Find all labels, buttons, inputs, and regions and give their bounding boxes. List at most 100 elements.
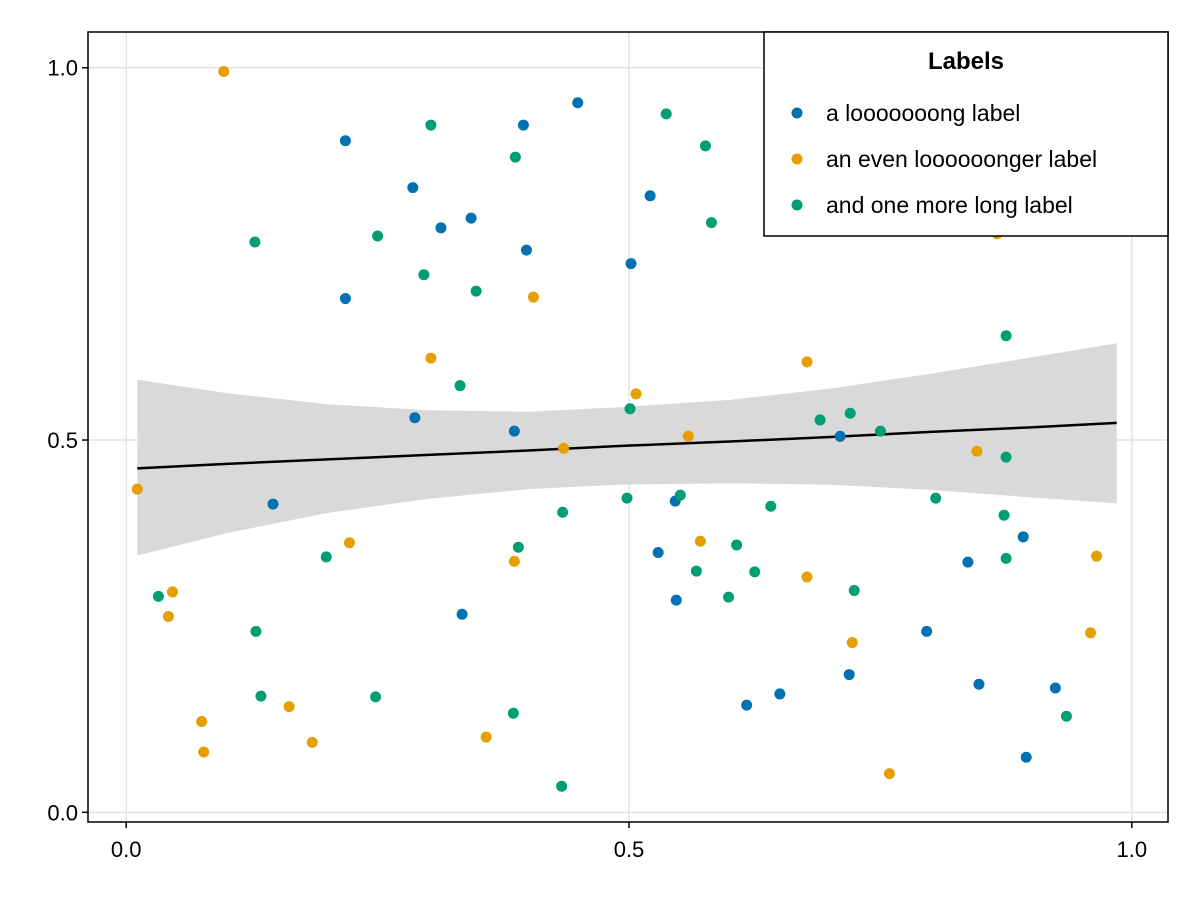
data-point: [694, 535, 706, 547]
regression-line: [137, 421, 1117, 470]
data-point: [372, 230, 384, 242]
data-point: [971, 445, 983, 457]
data-point: [152, 590, 164, 602]
data-point: [507, 707, 519, 719]
plot-frame: [87, 31, 1169, 823]
data-point: [723, 591, 735, 603]
legend-label: a looooooong label: [826, 100, 1020, 126]
data-point: [218, 65, 230, 77]
data-point: [572, 97, 584, 109]
confidence-band-area: [137, 343, 1117, 556]
data-point: [674, 489, 686, 501]
data-point: [1091, 550, 1103, 562]
x-tick-label: 0.0: [111, 837, 142, 862]
series-1: [131, 65, 1103, 780]
data-point: [731, 539, 743, 551]
y-tick-label: 0.0: [47, 800, 78, 825]
data-point: [339, 293, 351, 305]
data-point: [520, 244, 532, 256]
data-point: [456, 608, 468, 620]
data-point: [320, 551, 332, 563]
data-point: [343, 537, 355, 549]
data-point: [556, 780, 568, 792]
data-point: [1060, 710, 1072, 722]
data-point: [1000, 451, 1012, 463]
data-point: [465, 212, 477, 224]
data-point: [512, 541, 524, 553]
data-point: [682, 430, 694, 442]
data-point: [162, 610, 174, 622]
data-point: [418, 269, 430, 281]
data-point: [741, 699, 753, 711]
data-point: [930, 492, 942, 504]
data-point: [801, 571, 813, 583]
y-tick-label: 0.5: [47, 428, 78, 453]
legend-box: [763, 31, 1169, 237]
data-point: [630, 388, 642, 400]
data-point: [699, 140, 711, 152]
data-point: [196, 715, 208, 727]
legend-marker: [791, 199, 803, 211]
data-point: [425, 119, 437, 131]
data-point: [480, 731, 492, 743]
data-point: [339, 135, 351, 147]
data-point: [846, 637, 858, 649]
data-point: [690, 565, 702, 577]
data-point: [834, 430, 846, 442]
data-point: [370, 691, 382, 703]
data-point: [1017, 531, 1029, 543]
data-point: [801, 356, 813, 368]
data-point: [973, 678, 985, 690]
data-point: [652, 546, 664, 558]
legend-marker: [791, 107, 803, 119]
x-tick-label: 1.0: [1117, 837, 1148, 862]
legend-label: an even loooooonger label: [826, 146, 1097, 172]
data-point: [1000, 552, 1012, 564]
data-point: [508, 425, 520, 437]
data-point: [749, 566, 761, 578]
y-tick-label: 1.0: [47, 56, 78, 81]
data-point: [774, 688, 786, 700]
data-point: [283, 701, 295, 713]
data-point: [435, 222, 447, 234]
data-point: [250, 625, 262, 637]
data-point: [644, 190, 656, 202]
x-tick-label: 0.5: [614, 837, 645, 862]
series-2: [152, 108, 1072, 792]
data-point: [625, 258, 637, 270]
data-point: [874, 425, 886, 437]
data-point: [670, 594, 682, 606]
data-point: [166, 586, 178, 598]
data-point: [1049, 682, 1061, 694]
data-point: [621, 492, 633, 504]
data-point: [255, 690, 267, 702]
legend: Labels a looooooong label an even loooooo…: [763, 31, 1169, 237]
data-point: [131, 483, 143, 495]
data-point: [517, 119, 529, 131]
data-point: [883, 768, 895, 780]
data-point: [558, 442, 570, 454]
confidence-band: [137, 343, 1117, 556]
data-point: [249, 236, 261, 248]
data-point: [267, 498, 279, 510]
data-point: [962, 556, 974, 568]
data-point: [814, 414, 826, 426]
data-point: [425, 352, 437, 364]
data-point: [705, 217, 717, 229]
data-point: [407, 182, 419, 194]
data-point: [765, 500, 777, 512]
legend-title: Labels: [928, 48, 1004, 75]
series-0: [267, 97, 1061, 763]
data-point: [1085, 627, 1097, 639]
data-point: [844, 407, 856, 419]
data-point: [306, 736, 318, 748]
data-point: [527, 291, 539, 303]
data-point: [843, 669, 855, 681]
legend-marker: [791, 153, 803, 165]
data-point: [557, 506, 569, 518]
data-point: [409, 412, 421, 424]
data-point: [1000, 330, 1012, 342]
scatter-points: [131, 65, 1103, 792]
data-point: [848, 584, 860, 596]
